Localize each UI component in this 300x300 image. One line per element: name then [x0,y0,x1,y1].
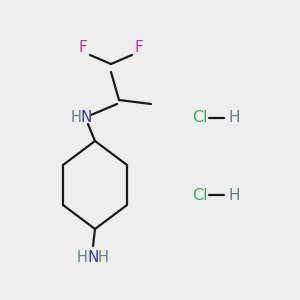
Text: F: F [79,40,87,56]
Text: H: H [76,250,87,266]
Text: H: H [98,250,108,266]
Text: H: H [229,110,241,125]
Text: H: H [229,188,241,202]
Text: H: H [70,110,81,125]
Text: Cl: Cl [192,110,208,125]
Text: N: N [80,110,92,125]
Text: Cl: Cl [192,188,208,202]
Text: N: N [87,250,99,266]
Text: F: F [135,40,143,56]
